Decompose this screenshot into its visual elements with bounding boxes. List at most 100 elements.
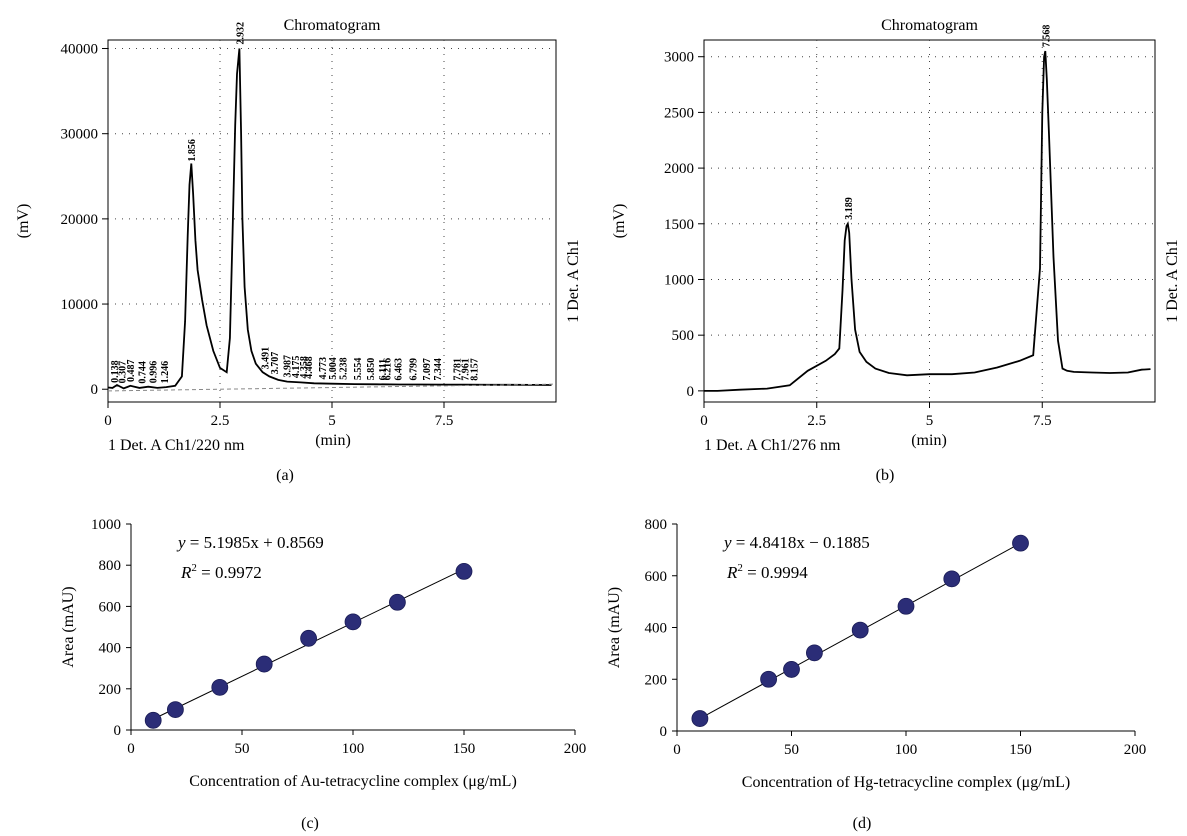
panel-caption: (a): [276, 467, 294, 484]
regression-equation: y = 4.8418x − 0.1885: [722, 533, 870, 552]
peak-label: 2.932: [235, 22, 246, 45]
y-tick-label: 1000: [664, 272, 694, 288]
detector-label: 1 Det. A Ch1/220 nm: [108, 437, 245, 454]
baseline-trace: [107, 383, 557, 392]
x-tick-label: 5: [328, 413, 336, 429]
x-tick-label: 50: [235, 741, 250, 757]
r-squared: R2 = 0.9994: [726, 562, 808, 582]
regression-equation: y = 5.1985x + 0.8569: [176, 533, 324, 552]
y-tick-label: 400: [99, 641, 122, 657]
data-point: [691, 710, 709, 727]
channel-label: 1 Det. A Ch1: [565, 239, 582, 323]
peak-label: 5.554: [353, 358, 364, 381]
y-tick-label: 1000: [91, 517, 121, 533]
chromatogram-b: Chromatogram 0 2.5 5 7.5 0 500 1000 1500 2000 2500…: [611, 17, 1181, 484]
r-squared-value: = 0.9994: [743, 563, 808, 582]
y-tick-label: 2000: [664, 161, 694, 177]
data-point: [943, 570, 961, 588]
peak-label: 0.307: [118, 361, 129, 384]
y-axis-label: (mV): [611, 204, 628, 239]
peak-label: 8.157: [469, 358, 480, 381]
x-tick-label: 7.5: [1033, 413, 1052, 429]
x-axis-label: Concentration of Hg-tetracycline complex…: [742, 774, 1070, 791]
r-squared-superscript: 2: [191, 562, 197, 574]
y-tick-label: 1500: [664, 217, 694, 233]
peak-label: 6.799: [409, 358, 420, 381]
equation-rhs: = 5.1985x + 0.8569: [186, 533, 324, 552]
peak-label: 0.138: [110, 360, 121, 383]
peak-label: 6.111: [378, 359, 389, 380]
y-axis-label: Area (mAU): [60, 586, 77, 667]
peak-label: 0.744: [137, 361, 148, 384]
x-tick-label: 150: [1009, 742, 1032, 758]
peak-label: 4.773: [318, 357, 329, 380]
peak-label: 1.856: [187, 139, 198, 162]
peak-label: 7.961: [461, 358, 472, 381]
peak-label: 7.097: [422, 358, 433, 381]
data-point: [455, 562, 473, 580]
peak-label: 3.491: [260, 347, 271, 370]
x-tick-label: 2.5: [211, 413, 230, 429]
chromatogram-a: Chromatogram 0 2.5 5 7.5 0 10000 20000 30000 4000…: [15, 17, 582, 484]
chart-title: Chromatogram: [881, 17, 978, 34]
peak-label: 5.850: [366, 358, 377, 381]
y-tick-label: 800: [99, 558, 122, 574]
x-tick-label: 100: [895, 742, 918, 758]
peak-label: 1.246: [160, 361, 171, 384]
y-tick-label: 40000: [61, 42, 99, 58]
x-tick-label: 7.5: [435, 413, 454, 429]
y-tick-label: 30000: [61, 127, 99, 143]
data-point: [851, 621, 869, 639]
x-axis-label: (min): [315, 432, 351, 449]
peak-label: 3.987: [283, 355, 294, 378]
x-tick-label: 0: [104, 413, 112, 429]
panel-caption: (c): [301, 815, 319, 832]
x-tick-label: 150: [453, 741, 476, 757]
equation-lhs: y: [722, 533, 732, 552]
peak-label: 6.463: [394, 358, 405, 381]
peak-label: 0.487: [126, 360, 137, 383]
y-tick-label: 0: [91, 382, 99, 398]
r-squared-value: = 0.9972: [197, 563, 262, 582]
x-tick-label: 50: [784, 742, 799, 758]
x-axis-label: (min): [911, 432, 947, 449]
plot-frame: [703, 39, 1156, 403]
y-tick-label: 0: [660, 724, 668, 740]
peak-label: 7.344: [433, 358, 444, 381]
x-tick-label: 5: [926, 413, 934, 429]
panel-caption: (b): [876, 467, 895, 484]
r-squared: R2 = 0.9972: [180, 562, 262, 582]
y-tick-label: 600: [99, 599, 122, 615]
r-squared-symbol: R: [726, 563, 738, 582]
chromatogram-trace: [704, 50, 1151, 392]
r-squared-symbol: R: [180, 563, 192, 582]
y-tick-label: 0: [114, 723, 122, 739]
data-point: [166, 701, 184, 719]
y-axis-label: Area (mAU): [606, 587, 623, 668]
x-tick-label: 200: [564, 741, 587, 757]
x-tick-label: 2.5: [807, 413, 826, 429]
y-axis-label: (mV): [15, 204, 32, 239]
x-tick-label: 0: [673, 742, 681, 758]
peak-label: 7.781: [453, 358, 464, 381]
peak-label: 6.216: [382, 358, 393, 381]
peak-label: 0.996: [149, 361, 160, 384]
chart-title: Chromatogram: [284, 17, 381, 34]
peak-label: 5.238: [339, 357, 350, 380]
chromatogram-trace: [107, 48, 552, 390]
data-point: [344, 613, 362, 631]
detector-label: 1 Det. A Ch1/276 nm: [704, 437, 841, 454]
equation-lhs: y: [176, 533, 186, 552]
y-tick-label: 10000: [61, 297, 99, 313]
calibration-d: 0 50 100 150 200 0 200 400 600 800 y = 4.8418x − 0…: [606, 517, 1146, 832]
y-tick-label: 3000: [664, 50, 694, 66]
y-tick-label: 500: [672, 328, 695, 344]
calibration-c: 0 50 100 150 200 0 200 400 600 800 1000 y = 5.1985x…: [60, 517, 586, 832]
data-point: [300, 629, 318, 647]
x-tick-label: 0: [700, 413, 708, 429]
y-tick-label: 0: [687, 384, 695, 400]
peak-label: 3.189: [844, 197, 855, 220]
y-tick-label: 800: [645, 517, 668, 533]
y-tick-label: 2500: [664, 105, 694, 121]
